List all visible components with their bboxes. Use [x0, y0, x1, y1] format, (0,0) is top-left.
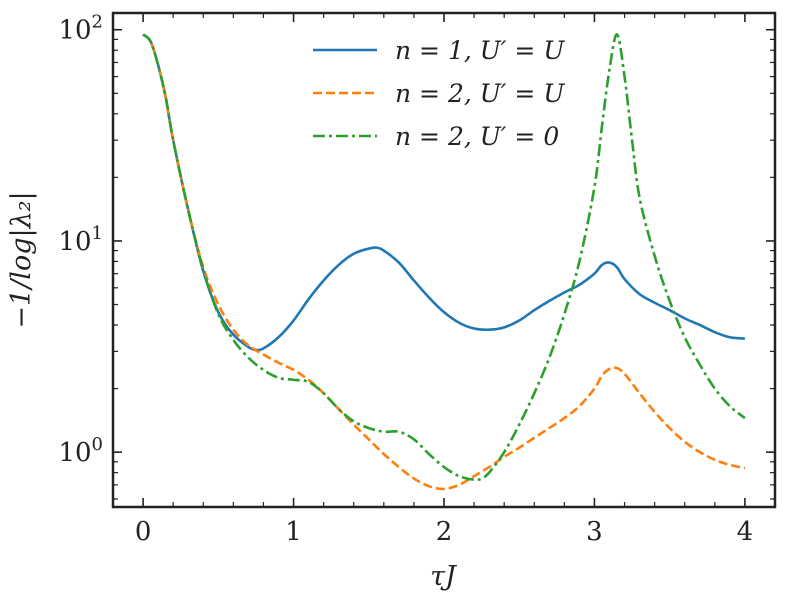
x-tick-label: 3 [586, 517, 603, 547]
legend-label-2: n = 2, U′ = U [395, 79, 565, 108]
y-tick-label: 101 [58, 223, 103, 257]
legend-label-1: n = 1, U′ = U [395, 36, 565, 65]
ticks: 0 1 2 3 4 100 101 102 [58, 12, 776, 547]
y-axis-label: −1/log|λ₂| [6, 191, 37, 328]
legend: n = 1, U′ = U n = 2, U′ = U n = 2, U′ = 0 [313, 36, 565, 151]
x-tick-label: 0 [135, 517, 152, 547]
x-tick-label: 4 [737, 517, 754, 547]
series-line-1 [142, 33, 746, 352]
y-tick-label: 100 [58, 434, 103, 468]
series-lines [142, 33, 746, 491]
x-axis-label: τJ [430, 561, 458, 592]
series-line-2 [142, 33, 746, 491]
legend-label-3: n = 2, U′ = 0 [395, 122, 559, 151]
y-tick-label: 102 [58, 12, 103, 46]
x-tick-label: 1 [285, 517, 302, 547]
x-tick-label: 2 [436, 517, 453, 547]
